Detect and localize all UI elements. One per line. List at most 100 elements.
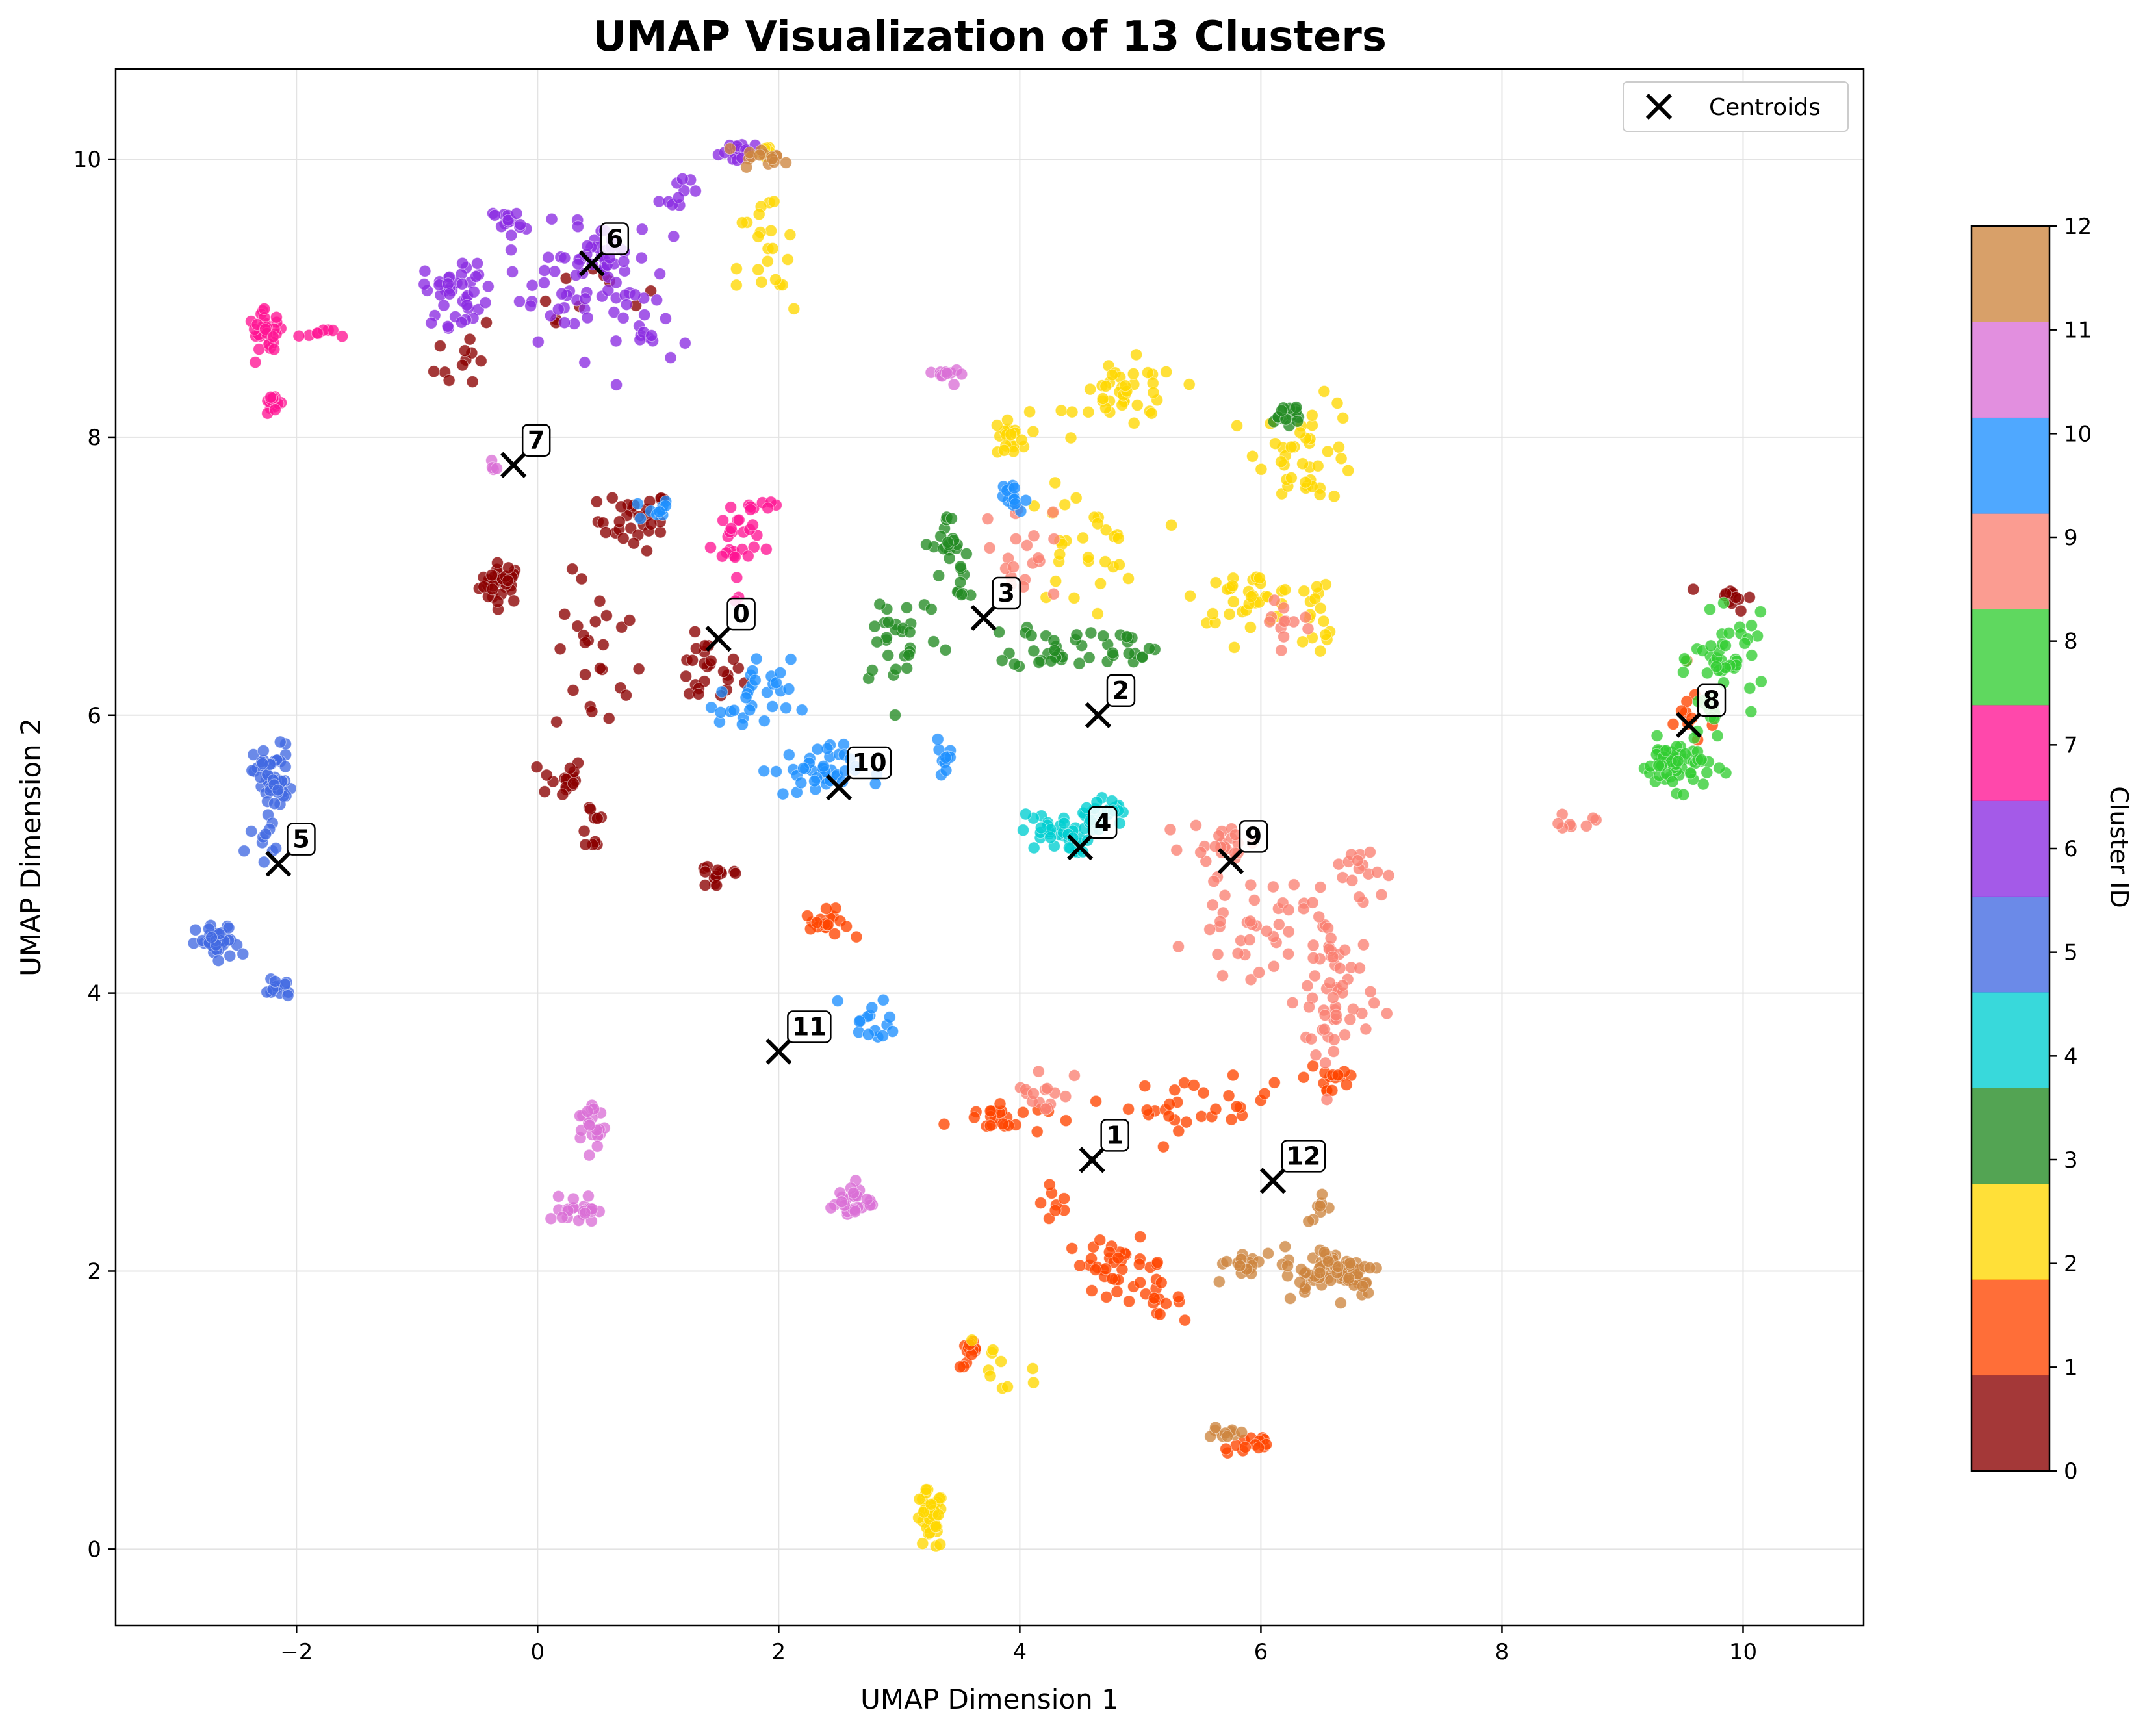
centroid-label-box	[787, 1010, 832, 1043]
cluster-2-point	[769, 273, 782, 286]
cluster-12-point	[766, 153, 778, 165]
cluster-10-point	[736, 718, 749, 731]
cluster-0-point	[558, 607, 571, 620]
colorbar-tick-label: 6	[2064, 836, 2078, 862]
cluster-1-point	[938, 1117, 951, 1130]
cluster-9-point	[1344, 1013, 1357, 1026]
x-tick-label: 4	[1013, 1639, 1027, 1665]
cluster-6-point	[620, 298, 633, 311]
cluster-9-point	[1032, 1065, 1045, 1078]
cluster-10-point	[931, 733, 944, 746]
cluster-10-point	[1008, 481, 1021, 494]
cluster-1-point	[1180, 1116, 1193, 1129]
cluster-1-point	[1103, 1245, 1116, 1258]
cluster-12-point	[1313, 1266, 1326, 1279]
cluster-12-point	[723, 142, 736, 155]
cluster-3-point	[1291, 415, 1304, 428]
cluster-1-point	[1172, 1290, 1185, 1303]
cluster-2-point	[932, 1509, 945, 1521]
cluster-0-point	[686, 654, 699, 667]
cluster-0-point	[606, 491, 619, 504]
grid-lines	[116, 69, 1864, 1626]
cluster-1-point	[1225, 1113, 1238, 1126]
cluster-8-point	[1660, 744, 1673, 757]
cluster-6-point	[513, 295, 526, 308]
cluster-1-point	[1163, 1098, 1176, 1110]
cluster-9-point	[1302, 622, 1315, 635]
centroid-label: 9	[1245, 822, 1262, 850]
centroid-label-box	[992, 576, 1021, 610]
cluster-2-point	[1228, 641, 1240, 654]
cluster-1-point	[1094, 1234, 1107, 1247]
cluster-1-point	[1106, 1272, 1119, 1285]
cluster-1-point	[1133, 1258, 1146, 1271]
cluster-8-point	[1677, 788, 1690, 801]
cluster-10-point	[808, 774, 821, 787]
cluster-9-point	[1287, 878, 1300, 891]
cluster-6-point	[635, 251, 648, 264]
cluster-3-point	[960, 548, 973, 560]
x-tick-label: 2	[772, 1639, 786, 1665]
cluster-3-point	[927, 635, 940, 648]
cluster-2-point	[1337, 411, 1350, 424]
cluster-6-point	[617, 255, 630, 268]
cluster-10-point	[782, 683, 795, 695]
cluster-0-point	[566, 563, 579, 576]
cluster-2-point	[1275, 455, 1288, 468]
cluster-3-point	[945, 512, 958, 525]
cluster-2-point	[1294, 426, 1307, 439]
cluster-2-point	[1269, 437, 1281, 450]
cluster-7-point	[730, 571, 743, 584]
cluster-10-point	[1020, 494, 1033, 507]
cluster-6-point	[602, 284, 615, 297]
cluster-9-point	[1032, 552, 1045, 565]
cluster-1-point	[1073, 1259, 1086, 1272]
cluster-9-point	[1267, 960, 1280, 973]
cluster-2-point	[1055, 404, 1068, 417]
cluster-6-point	[510, 207, 523, 220]
cluster-2-point	[1296, 457, 1309, 470]
cluster-12-point	[1331, 1260, 1344, 1273]
cluster-9-point	[1353, 962, 1366, 975]
cluster-9-point	[1218, 889, 1231, 902]
cluster-0-point	[632, 663, 645, 676]
cluster-2-point	[1027, 425, 1040, 438]
cluster-6-point	[610, 378, 623, 391]
centroid-x-mark	[825, 774, 853, 801]
cluster-3-point	[903, 626, 916, 639]
cluster-2-point	[1145, 407, 1158, 420]
cluster-6-point	[569, 269, 582, 282]
cluster-5-point	[205, 931, 218, 944]
cluster-0-point	[589, 615, 602, 628]
cluster-1-point	[820, 902, 833, 915]
cluster-3-point	[1275, 404, 1288, 417]
cluster-3-point	[1120, 630, 1133, 643]
cluster-0-point	[594, 662, 606, 675]
cluster-6-point	[659, 312, 672, 325]
colorbar-tick-label: 12	[2064, 214, 2092, 240]
cluster-0-point	[579, 636, 591, 649]
cluster-6-point	[552, 303, 565, 316]
cluster-6-point	[628, 288, 641, 301]
cluster-12-point	[1281, 1260, 1294, 1273]
cluster-8-point	[1723, 626, 1736, 639]
cluster-12-point	[1233, 1259, 1246, 1272]
cluster-6-point	[441, 320, 454, 333]
cluster-1-point	[1016, 1106, 1029, 1119]
cluster-10-point	[750, 652, 763, 665]
cluster-9-point	[1047, 533, 1060, 546]
cluster-12-point	[1313, 1199, 1326, 1212]
cluster-9-point	[1216, 969, 1229, 982]
cluster-1-point	[1066, 1242, 1079, 1255]
cluster-9-point	[1248, 894, 1261, 906]
cluster-0-point	[502, 561, 515, 574]
cluster-9-point	[1263, 615, 1276, 628]
cluster-9-point	[1278, 630, 1291, 643]
cluster-12-point	[1220, 1255, 1233, 1268]
cluster-9-point	[1231, 947, 1244, 960]
cluster-9-point	[1253, 966, 1266, 979]
centroid-label-box	[287, 823, 316, 856]
cluster-1-point	[968, 1111, 981, 1124]
cluster-3-point	[866, 664, 879, 677]
